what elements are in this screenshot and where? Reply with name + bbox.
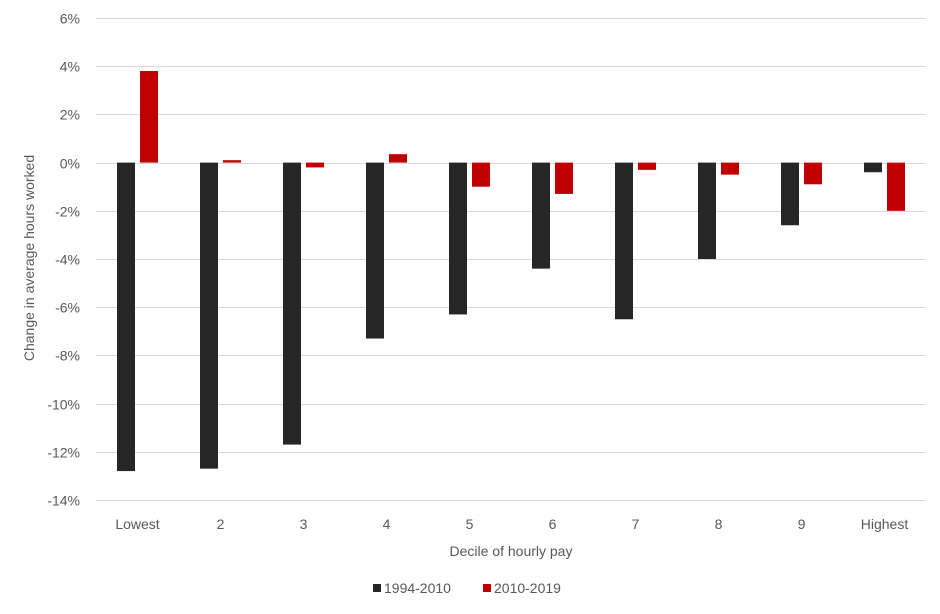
bar-series-2-lowest (140, 71, 158, 163)
x-axis-title: Decile of hourly pay (450, 543, 573, 559)
bar-series-2-8 (721, 162, 739, 175)
y-axis-title: Change in average hours worked (21, 155, 37, 361)
x-tick-label: Lowest (115, 516, 159, 532)
legend-swatch (483, 584, 491, 592)
bar-series-2-highest (887, 162, 905, 211)
bar-series-2-5 (472, 162, 490, 187)
bar-series-2-9 (804, 162, 822, 185)
legend-label: 1994-2010 (384, 580, 451, 596)
bar-series-2-4 (389, 154, 407, 163)
x-axis-tick-labels: Lowest 2 3 4 5 6 7 8 9 Highest (115, 516, 908, 532)
bar-series-1-5 (449, 162, 467, 315)
bar-series-1-4 (366, 162, 384, 339)
x-tick-label: 3 (300, 516, 308, 532)
bar-series-2-6 (555, 162, 573, 194)
x-tick-label: Highest (861, 516, 909, 532)
y-tick-label: -6% (55, 300, 80, 316)
y-tick-label: -8% (55, 348, 80, 364)
bars (117, 71, 905, 472)
y-tick-label: 0% (60, 156, 80, 172)
bar-series-1-8 (698, 162, 716, 259)
y-axis-tick-labels: 6% 4% 2% 0% -2% -4% -6% -8% -10% -12% -14% (47, 11, 80, 509)
x-tick-label: 5 (466, 516, 474, 532)
y-tick-label: 6% (60, 11, 80, 27)
legend-swatch (373, 584, 381, 592)
x-tick-label: 9 (798, 516, 806, 532)
y-tick-label: -14% (47, 493, 80, 509)
x-tick-label: 7 (632, 516, 640, 532)
y-tick-label: -4% (55, 252, 80, 268)
bar-series-1-lowest (117, 162, 135, 472)
legend: 1994-2010 2010-2019 (373, 580, 561, 596)
bar-series-1-6 (532, 162, 550, 269)
x-tick-label: 6 (549, 516, 557, 532)
bar-series-1-9 (781, 162, 799, 226)
y-tick-label: 4% (60, 59, 80, 75)
x-tick-label: 8 (715, 516, 723, 532)
bar-series-2-7 (638, 162, 656, 170)
y-tick-label: 2% (60, 107, 80, 123)
gridlines (96, 18, 926, 501)
legend-label: 2010-2019 (494, 580, 561, 596)
bar-series-1-2 (200, 162, 218, 469)
x-tick-label: 4 (383, 516, 391, 532)
y-tick-label: -12% (47, 445, 80, 461)
x-tick-label: 2 (217, 516, 225, 532)
y-tick-label: -10% (47, 397, 80, 413)
bar-series-1-3 (283, 162, 301, 445)
bar-series-1-7 (615, 162, 633, 320)
bar-series-2-3 (306, 162, 324, 168)
bar-series-2-2 (223, 160, 241, 163)
bar-series-1-highest (864, 162, 882, 173)
y-tick-label: -2% (55, 204, 80, 220)
